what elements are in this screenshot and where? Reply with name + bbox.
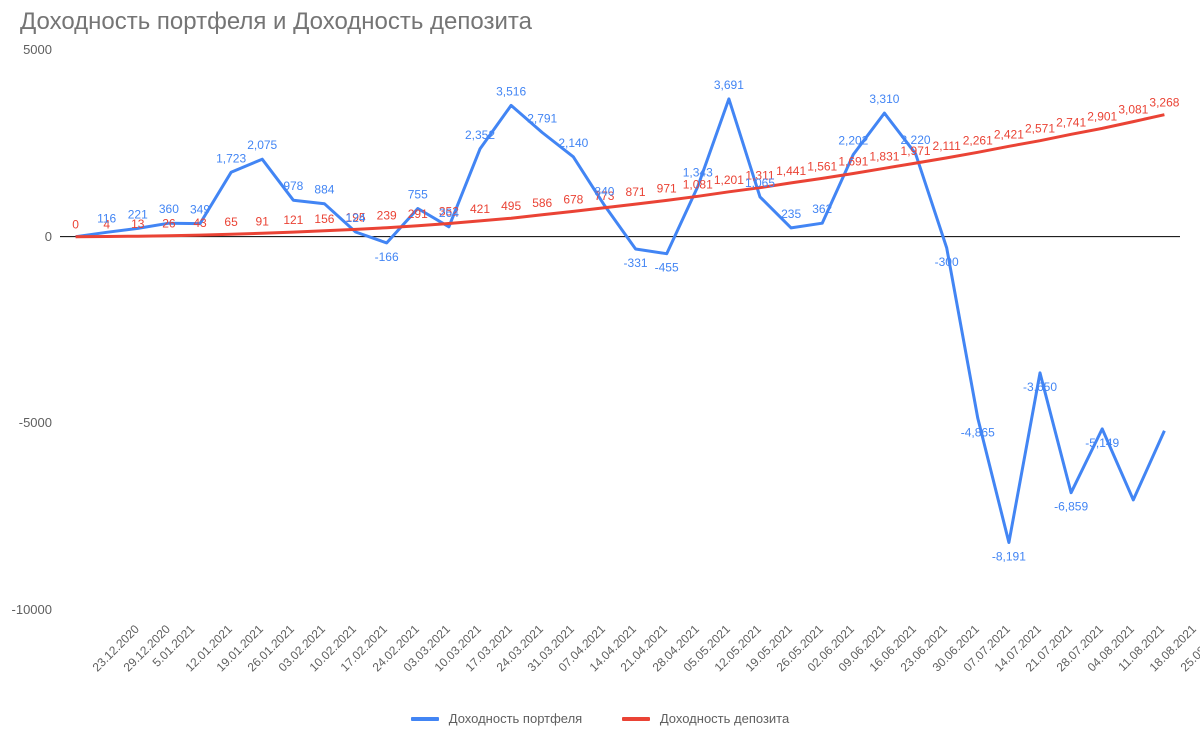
portfolio-label: 116	[97, 211, 116, 225]
deposit-label: 91	[256, 214, 270, 228]
portfolio-label: 3,310	[869, 92, 899, 106]
legend-label-portfolio: Доходность портфеля	[449, 711, 582, 726]
deposit-label: 26	[162, 217, 176, 231]
portfolio-label: -331	[624, 256, 648, 270]
portfolio-label: 3,516	[496, 84, 526, 98]
chart-svg: 0041326436591121156195239291352421495586…	[60, 50, 1180, 610]
portfolio-label: -8,191	[992, 549, 1026, 563]
portfolio-label: 2,220	[901, 133, 931, 147]
deposit-label: 495	[501, 199, 521, 213]
portfolio-label: 2,202	[838, 133, 868, 147]
legend: Доходность портфеля Доходность депозита	[0, 709, 1200, 727]
portfolio-label: -5,149	[1085, 436, 1119, 450]
portfolio-label: 1,723	[216, 151, 246, 165]
portfolio-label: 349	[190, 203, 210, 217]
portfolio-label: 124	[346, 211, 366, 225]
deposit-label: 1,561	[807, 159, 837, 173]
deposit-label: 2,741	[1056, 115, 1086, 129]
x-axis: 23.12.202029.12.20205.01.202112.01.20211…	[60, 616, 1180, 696]
y-tick-label: 5000	[23, 42, 52, 57]
y-tick-label: -5000	[19, 415, 52, 430]
deposit-label: 291	[408, 207, 428, 221]
portfolio-label: -4,865	[961, 425, 995, 439]
portfolio-label: 264	[439, 206, 459, 220]
deposit-label: 871	[626, 185, 646, 199]
portfolio-label: 2,352	[465, 128, 495, 142]
deposit-label: 3,268	[1149, 96, 1179, 110]
portfolio-label: 2,140	[558, 136, 588, 150]
portfolio-label: 884	[314, 183, 334, 197]
deposit-label: 971	[657, 181, 677, 195]
legend-swatch-deposit	[622, 717, 650, 721]
deposit-label: 1,691	[838, 155, 868, 169]
portfolio-label: 360	[159, 202, 179, 216]
portfolio-label: 2,791	[527, 111, 557, 125]
portfolio-label: 3,691	[714, 78, 744, 92]
deposit-label: 678	[563, 192, 583, 206]
portfolio-label: 2,075	[247, 138, 277, 152]
portfolio-label: 1,065	[745, 176, 775, 190]
y-tick-label: 0	[45, 229, 52, 244]
legend-label-deposit: Доходность депозита	[660, 711, 789, 726]
y-tick-label: -10000	[12, 602, 52, 617]
portfolio-label: 362	[812, 202, 832, 216]
portfolio-label: 840	[594, 184, 614, 198]
plot-area: 0041326436591121156195239291352421495586…	[60, 50, 1180, 610]
legend-item-portfolio: Доходность портфеля	[411, 711, 582, 726]
portfolio-label: 1,343	[683, 166, 713, 180]
portfolio-label: 221	[128, 207, 148, 221]
portfolio-label: -455	[655, 261, 679, 275]
legend-swatch-portfolio	[411, 717, 439, 721]
portfolio-label: -166	[375, 250, 399, 264]
portfolio-label: 235	[781, 207, 801, 221]
deposit-label: 421	[470, 202, 490, 216]
deposit-label: 43	[193, 216, 207, 230]
deposit-label: 65	[224, 215, 238, 229]
deposit-label: 156	[314, 212, 334, 226]
deposit-label: 2,111	[933, 139, 962, 153]
deposit-label: 239	[377, 209, 397, 223]
portfolio-label: 755	[408, 187, 428, 201]
deposit-label: 586	[532, 196, 552, 210]
deposit-label: 0	[72, 218, 79, 232]
deposit-label: 2,901	[1087, 109, 1117, 123]
portfolio-label: -3,650	[1023, 380, 1057, 394]
deposit-label: 1,441	[776, 164, 806, 178]
portfolio-label: -300	[935, 255, 959, 269]
deposit-label: 2,421	[994, 127, 1024, 141]
deposit-label: 2,571	[1025, 122, 1055, 136]
deposit-label: 1,831	[869, 149, 899, 163]
deposit-label: 3,081	[1118, 103, 1148, 117]
deposit-label: 2,261	[963, 133, 993, 147]
deposit-label: 1,201	[714, 173, 744, 187]
series-line-0	[76, 99, 1165, 543]
chart-title: Доходность портфеля и Доходность депозит…	[20, 8, 532, 36]
portfolio-label: 978	[283, 179, 303, 193]
deposit-label: 121	[283, 213, 303, 227]
legend-item-deposit: Доходность депозита	[622, 711, 789, 726]
portfolio-label: -6,859	[1054, 500, 1088, 514]
